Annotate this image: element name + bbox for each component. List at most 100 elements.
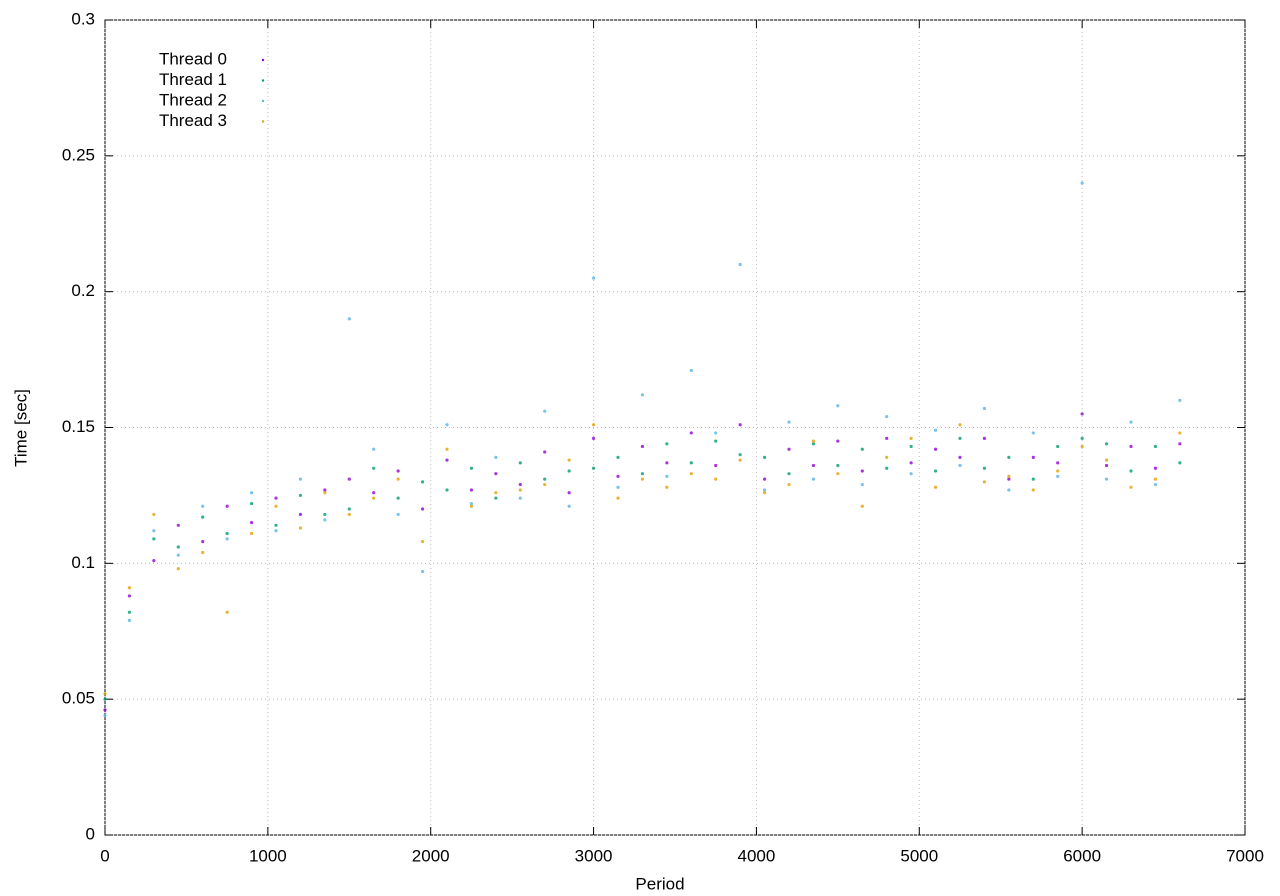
data-point — [1080, 412, 1084, 416]
data-point — [1056, 469, 1060, 473]
data-point — [787, 420, 791, 424]
data-point — [518, 482, 522, 487]
data-point — [616, 474, 620, 478]
data-point — [201, 515, 205, 519]
data-point — [958, 463, 962, 468]
legend-marker — [261, 120, 265, 123]
data-point — [543, 477, 547, 481]
legend-label: Thread 0 — [159, 49, 227, 68]
data-point — [665, 474, 669, 478]
data-point — [1153, 466, 1158, 470]
data-point — [420, 507, 425, 511]
data-point — [249, 491, 254, 495]
data-point — [176, 523, 180, 527]
data-point — [1056, 444, 1060, 449]
legend-marker — [261, 58, 265, 62]
data-point — [445, 488, 449, 492]
data-point — [347, 477, 351, 481]
data-point — [347, 507, 351, 511]
data-point — [591, 423, 596, 427]
data-point — [445, 447, 449, 451]
data-point — [860, 504, 864, 508]
data-point — [274, 504, 278, 508]
x-tick-label: 1000 — [249, 846, 287, 865]
x-tick-label: 4000 — [738, 846, 776, 865]
data-point — [494, 472, 498, 476]
data-point — [714, 477, 718, 481]
data-point — [127, 594, 132, 598]
data-point — [714, 439, 718, 443]
data-point — [396, 477, 400, 481]
data-point — [836, 439, 840, 443]
data-point — [1129, 485, 1133, 489]
data-point — [640, 444, 645, 449]
data-point — [518, 488, 522, 492]
data-point — [372, 496, 376, 500]
data-point — [836, 472, 840, 476]
data-point — [152, 559, 156, 563]
data-point — [787, 472, 791, 476]
x-axis-label: Period — [635, 874, 684, 893]
x-tick-label: 0 — [100, 846, 109, 865]
legend-label: Thread 2 — [159, 90, 227, 109]
data-point — [836, 404, 840, 408]
data-point — [591, 466, 596, 470]
y-tick-label: 0.25 — [62, 145, 95, 164]
data-point — [1178, 431, 1182, 435]
data-point — [909, 436, 913, 440]
data-point — [1080, 181, 1084, 185]
data-point — [1129, 420, 1133, 424]
data-point — [445, 423, 449, 427]
data-point — [982, 466, 987, 470]
data-point — [103, 697, 107, 701]
data-point — [933, 447, 938, 451]
data-point — [567, 504, 571, 508]
data-point — [640, 477, 645, 481]
data-point — [885, 466, 889, 470]
data-point — [543, 409, 547, 413]
data-point — [1153, 482, 1158, 487]
data-point — [885, 436, 889, 440]
data-point — [152, 529, 156, 533]
data-point — [347, 512, 351, 517]
x-tick-label: 2000 — [412, 846, 450, 865]
data-point — [249, 520, 254, 525]
x-tick-label: 5000 — [900, 846, 938, 865]
data-point — [811, 463, 816, 468]
data-point — [420, 480, 425, 484]
data-point — [323, 518, 327, 522]
y-tick-label: 0.2 — [71, 281, 95, 300]
data-point — [176, 567, 180, 571]
data-point — [1007, 474, 1011, 478]
data-point — [811, 439, 816, 443]
data-point — [836, 463, 840, 468]
data-point — [665, 442, 669, 446]
data-point — [396, 469, 400, 473]
data-point — [201, 540, 205, 544]
data-point — [274, 529, 278, 533]
data-point — [298, 477, 303, 481]
data-point — [298, 512, 303, 517]
data-point — [738, 458, 742, 462]
data-point — [396, 512, 400, 517]
data-point — [616, 485, 620, 489]
data-point — [543, 450, 547, 454]
data-point — [127, 586, 132, 590]
data-point — [1007, 455, 1011, 459]
data-point — [933, 469, 938, 473]
data-point — [689, 368, 693, 373]
data-point — [469, 501, 474, 506]
y-axis-label: Time [sec] — [11, 389, 30, 467]
data-point — [1129, 469, 1133, 473]
data-point — [274, 496, 278, 500]
data-point — [1080, 436, 1084, 440]
data-point — [323, 491, 327, 495]
data-point — [152, 512, 156, 517]
data-point — [909, 472, 913, 476]
data-point — [225, 531, 229, 536]
data-point — [1104, 442, 1109, 446]
data-point — [738, 262, 742, 267]
data-point — [958, 436, 962, 440]
data-point — [860, 469, 864, 473]
